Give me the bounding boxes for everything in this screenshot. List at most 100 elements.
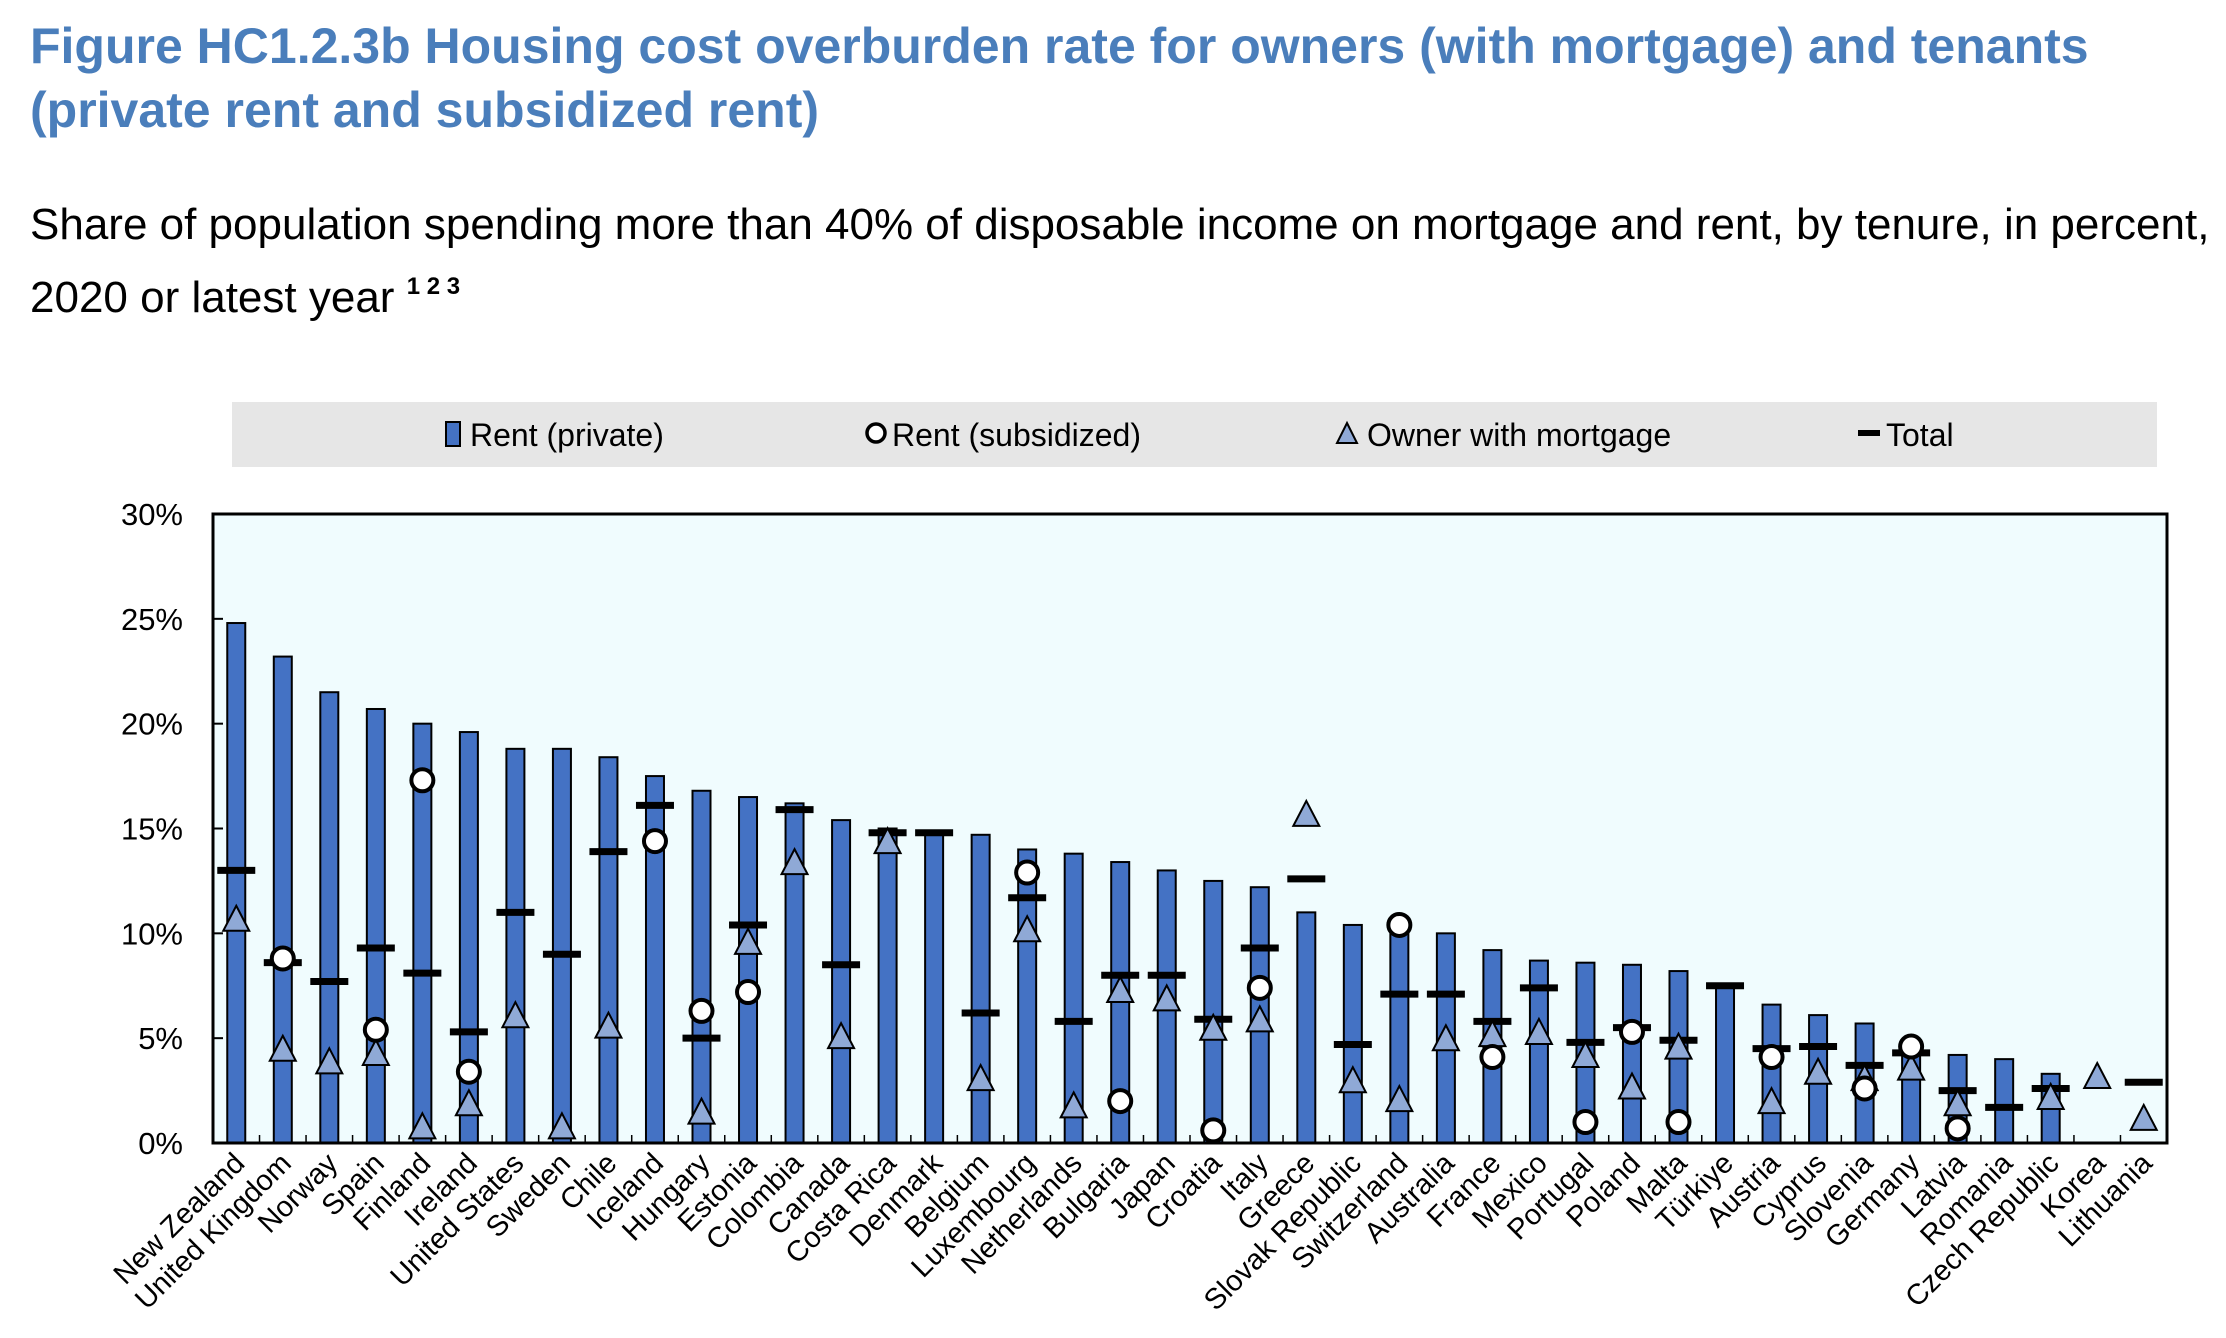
marker-owner-mortgage-luxembourg bbox=[1012, 914, 1042, 943]
marker-owner-mortgage-united-states bbox=[500, 1000, 531, 1029]
bar-rent-private-denmark bbox=[924, 831, 945, 1145]
marker-owner-mortgage-netherlands bbox=[1059, 1090, 1089, 1119]
marker-rent-subsidized-ireland bbox=[455, 1058, 482, 1085]
bar-rent-private-spain bbox=[365, 707, 386, 1144]
marker-owner-mortgage-malta bbox=[1663, 1031, 1694, 1060]
marker-rent-subsidized-luxembourg bbox=[1014, 859, 1041, 886]
bar-rent-private-greece bbox=[1296, 911, 1317, 1144]
marker-rent-subsidized-finland bbox=[409, 767, 436, 794]
y-tick-label: 10% bbox=[121, 916, 183, 951]
legend-item-rent-private: Rent (private) bbox=[445, 417, 664, 453]
figure-title: Figure HC1.2.3b Housing cost overburden … bbox=[30, 18, 2089, 138]
bar-rent-private-luxembourg bbox=[1017, 848, 1038, 1144]
marker-owner-mortgage-japan bbox=[1152, 983, 1182, 1012]
markers-owner-mortgage bbox=[221, 798, 2159, 1140]
y-tick-label: 30% bbox=[121, 497, 183, 532]
y-axis: 0% 5% 10% 15% 20% 25% 30% bbox=[121, 497, 223, 1161]
bar-rent-private-turkiye bbox=[1715, 984, 1736, 1144]
marker-rent-subsidized-poland bbox=[1618, 1018, 1645, 1045]
bar-rent-private-costa-rica bbox=[877, 827, 898, 1144]
marker-rent-subsidized-austria bbox=[1758, 1044, 1785, 1071]
bar-rent-private-united-kingdom bbox=[272, 655, 293, 1144]
marker-owner-mortgage-new-zealand bbox=[221, 903, 251, 932]
marker-owner-mortgage-slovak-republic bbox=[1338, 1065, 1368, 1094]
marker-owner-mortgage-costa-rica bbox=[872, 826, 903, 855]
bar-rent-private-norway bbox=[319, 691, 340, 1144]
marker-rent-subsidized-france bbox=[1479, 1044, 1506, 1071]
y-tick-label: 0% bbox=[138, 1126, 183, 1161]
figure-subtitle: Share of population spending more than 4… bbox=[30, 194, 2220, 329]
y-tick-label: 5% bbox=[138, 1021, 183, 1056]
bar-rent-private-slovak-republic bbox=[1342, 923, 1363, 1144]
marker-owner-mortgage-korea bbox=[2082, 1060, 2112, 1090]
bar-rent-private-hungary bbox=[691, 789, 712, 1144]
marker-rent-subsidized-italy bbox=[1246, 974, 1273, 1001]
marker-owner-mortgage-italy bbox=[1245, 1004, 1275, 1033]
bar-rent-private-united-states bbox=[505, 747, 526, 1144]
legend-label-owner-mortgage: Owner with mortgage bbox=[1367, 417, 1671, 453]
subtitle-notes: 1 2 3 bbox=[406, 273, 461, 300]
marker-owner-mortgage-czech-republic bbox=[2036, 1081, 2066, 1110]
marker-owner-mortgage-colombia bbox=[779, 846, 810, 876]
marker-owner-mortgage-germany bbox=[1896, 1052, 1926, 1081]
legend-swatch-rent-subsidized bbox=[865, 422, 887, 444]
marker-owner-mortgage-mexico bbox=[1524, 1016, 1554, 1045]
marker-owner-mortgage-spain bbox=[361, 1037, 391, 1066]
bar-rent-private-sweden bbox=[551, 747, 572, 1144]
marker-rent-subsidized-switzerland bbox=[1386, 911, 1413, 938]
marker-owner-mortgage-australia bbox=[1431, 1023, 1461, 1052]
marker-owner-mortgage-norway bbox=[314, 1046, 344, 1075]
y-tick-label: 25% bbox=[121, 602, 183, 637]
legend-swatch-rent-private bbox=[445, 421, 461, 447]
marker-owner-mortgage-cyprus bbox=[1803, 1056, 1833, 1085]
marker-owner-mortgage-croatia bbox=[1198, 1012, 1228, 1041]
marker-owner-mortgage-hungary bbox=[686, 1096, 717, 1125]
marker-owner-mortgage-canada bbox=[826, 1020, 856, 1050]
marker-rent-subsidized-slovenia bbox=[1851, 1075, 1878, 1102]
marker-owner-mortgage-greece bbox=[1291, 798, 1321, 827]
marker-owner-mortgage-finland bbox=[407, 1111, 438, 1140]
bar-rent-private-romania bbox=[1994, 1058, 2015, 1144]
bar-rent-private-chile bbox=[598, 756, 619, 1144]
marker-owner-mortgage-lithuania bbox=[2129, 1102, 2159, 1131]
legend: Rent (private) Rent (subsidized) Owner w… bbox=[232, 402, 2157, 467]
marker-owner-mortgage-ireland bbox=[454, 1088, 484, 1117]
legend-item-rent-subsidized: Rent (subsidized) bbox=[865, 417, 1141, 453]
marker-rent-subsidized-estonia bbox=[735, 979, 762, 1006]
marker-owner-mortgage-austria bbox=[1756, 1085, 1787, 1115]
marker-owner-mortgage-united-kingdom bbox=[268, 1033, 298, 1062]
bar-rent-private-austria bbox=[1761, 1003, 1782, 1144]
marker-owner-mortgage-portugal bbox=[1570, 1039, 1601, 1069]
marker-rent-subsidized-iceland bbox=[641, 828, 668, 855]
legend-item-total: Total bbox=[1858, 417, 1954, 453]
marker-rent-subsidized-latvia bbox=[1944, 1115, 1971, 1142]
y-tick-label: 15% bbox=[121, 812, 183, 847]
marker-owner-mortgage-estonia bbox=[733, 926, 763, 955]
marker-rent-subsidized-hungary bbox=[688, 997, 715, 1024]
markers-rent-subsidized bbox=[269, 767, 1971, 1144]
legend-label-rent-private: Rent (private) bbox=[470, 417, 664, 453]
bar-rent-private-belgium bbox=[970, 833, 991, 1144]
marker-rent-subsidized-portugal bbox=[1572, 1109, 1599, 1136]
marker-rent-subsidized-germany bbox=[1898, 1033, 1925, 1060]
subtitle-text: Share of population spending more than 4… bbox=[30, 200, 2210, 322]
marker-owner-mortgage-chile bbox=[593, 1010, 624, 1039]
bar-rent-private-poland bbox=[1621, 963, 1642, 1144]
legend-label-total: Total bbox=[1886, 417, 1954, 453]
marker-owner-mortgage-belgium bbox=[965, 1062, 996, 1092]
y-tick-label: 20% bbox=[121, 707, 183, 742]
marker-owner-mortgage-sweden bbox=[547, 1111, 577, 1140]
legend-label-rent-subsidized: Rent (subsidized) bbox=[892, 417, 1141, 453]
bar-rent-private-canada bbox=[831, 819, 852, 1144]
legend-item-owner-mortgage: Owner with mortgage bbox=[1335, 417, 1671, 453]
plot-area bbox=[213, 514, 2167, 1143]
marker-owner-mortgage-bulgaria bbox=[1105, 974, 1135, 1004]
bar-rent-private-estonia bbox=[738, 796, 759, 1144]
bar-rent-private-new-zealand bbox=[226, 622, 247, 1144]
marker-rent-subsidized-spain bbox=[362, 1016, 389, 1043]
bar-rent-private-croatia bbox=[1203, 879, 1224, 1145]
marker-owner-mortgage-poland bbox=[1617, 1071, 1647, 1100]
legend-swatch-owner-mortgage bbox=[1335, 420, 1359, 444]
